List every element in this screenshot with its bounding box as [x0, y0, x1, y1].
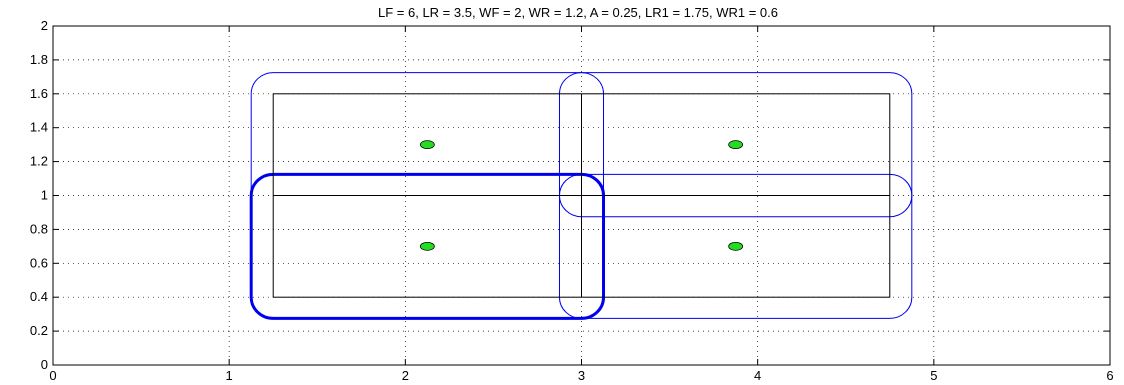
x-tick-label: 3 — [578, 368, 585, 383]
x-tick-label: 0 — [49, 368, 56, 383]
y-tick-label: 1.6 — [30, 86, 48, 101]
chart-title: LF = 6, LR = 3.5, WF = 2, WR = 1.2, A = … — [378, 5, 778, 20]
x-tick-label: 1 — [226, 368, 233, 383]
y-tick-label: 1.8 — [30, 52, 48, 67]
x-tick-label: 4 — [754, 368, 761, 383]
data-point — [419, 140, 435, 150]
data-point — [419, 241, 435, 251]
data-point — [728, 140, 744, 150]
axes-box — [52, 25, 1111, 366]
y-tick-label: 1.4 — [30, 120, 48, 135]
y-tick-label: 0.6 — [30, 255, 48, 270]
region-highlighted — [249, 172, 606, 320]
tick-labels: 0 1 2 3 4 5 6 0 0.2 0.4 0.6 0.8 1 1.2 1.4 1.6 1.8 2 — [30, 18, 1114, 383]
y-tick-label: 0.2 — [30, 323, 48, 338]
y-tick-label: 1 — [41, 188, 48, 203]
x-tick-label: 2 — [402, 368, 409, 383]
chart-marks — [249, 72, 913, 320]
y-tick-label: 2 — [41, 18, 48, 33]
y-tick-label: 0 — [41, 357, 48, 372]
y-tick-label: 0.4 — [30, 289, 48, 304]
data-point — [728, 241, 744, 251]
y-tick-label: 0.8 — [30, 221, 48, 236]
x-tick-label: 5 — [930, 368, 937, 383]
y-tick-label: 1.2 — [30, 154, 48, 169]
x-tick-label: 6 — [1106, 368, 1113, 383]
